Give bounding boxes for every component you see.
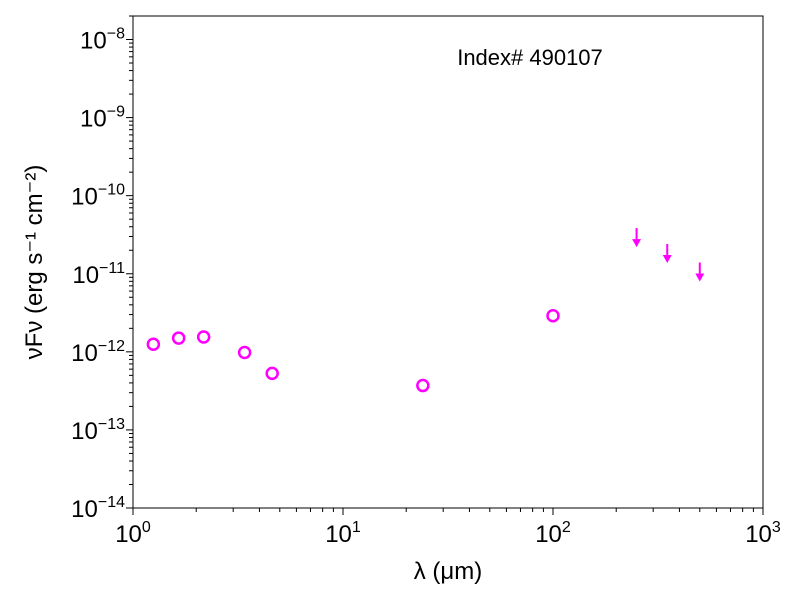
y-tick-label: 10−12 [71,338,125,367]
y-tick-label: 10−13 [71,416,125,445]
y-tick-labels: 10−14 10−13 10−12 10−11 10−10 10−9 10−8 [71,26,125,523]
detection-point [196,330,211,344]
x-tick-label: 103 [745,519,781,548]
detection-point [146,337,161,352]
y-tick-label: 10−10 [71,182,125,211]
x-axis-label: λ (μm) [414,558,482,585]
y-axis-label: νFν (erg s⁻¹ cm⁻²) [21,165,48,360]
axes-frame [132,15,764,509]
y-tick-label: 10−8 [80,26,125,55]
detection-point [265,366,279,381]
upper-limit-arrow [662,244,672,264]
x-tick-label: 102 [535,519,571,548]
minor-ticks [129,15,754,512]
annotation: Index# 490107 [457,45,603,70]
detection-point [416,378,430,393]
x-tick-labels: 100 101 102 103 [115,519,781,548]
y-tick-label: 10−14 [71,494,125,523]
x-tick-label: 100 [115,519,151,548]
upper-limit-arrow [695,262,705,282]
detection-point [237,345,252,360]
detection-point [546,308,560,323]
y-tick-label: 10−9 [80,104,125,133]
upper-limit-arrow [632,228,642,248]
detections-series [146,308,560,393]
major-ticks [126,39,764,515]
plot-area [133,16,763,508]
upper-limits-series [632,228,705,282]
y-tick-label: 10−11 [72,260,125,289]
detection-point [171,331,186,345]
x-tick-label: 101 [325,519,361,548]
